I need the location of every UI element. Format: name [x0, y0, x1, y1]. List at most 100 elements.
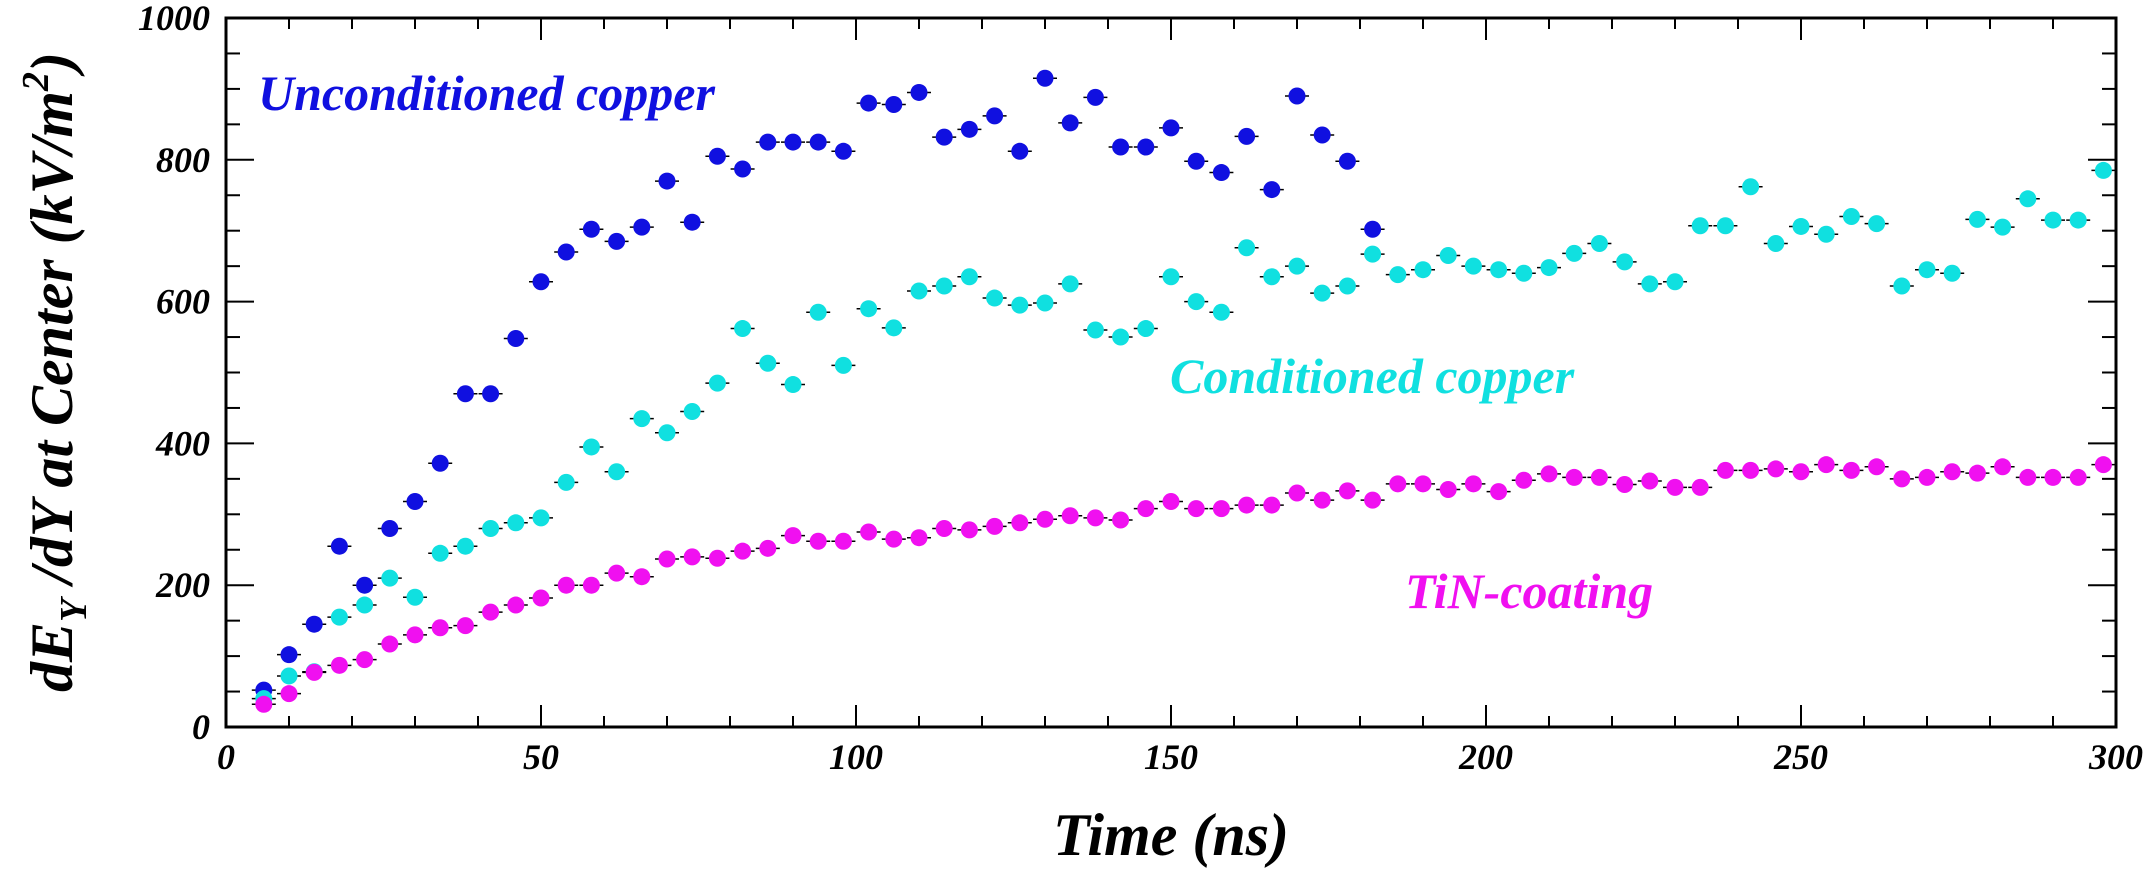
data-point-unconditioned	[935, 128, 953, 146]
data-point-tin	[1187, 500, 1205, 518]
data-point-conditioned	[1439, 247, 1457, 265]
data-point-tin	[1792, 463, 1810, 481]
data-point-tin	[2069, 468, 2087, 486]
data-point-conditioned	[1212, 303, 1230, 321]
data-point-tin	[1666, 478, 1684, 496]
data-point-tin	[809, 532, 827, 550]
data-point-unconditioned	[759, 133, 777, 151]
x-tick-label: 300	[2088, 737, 2143, 777]
data-point-tin	[1389, 475, 1407, 493]
data-point-conditioned	[960, 268, 978, 286]
data-point-conditioned	[633, 410, 651, 428]
data-point-unconditioned	[356, 576, 374, 594]
data-point-conditioned	[2019, 190, 2037, 208]
data-point-conditioned	[1842, 208, 1860, 226]
data-point-tin	[935, 519, 953, 537]
data-point-tin	[255, 695, 273, 713]
data-point-tin	[330, 656, 348, 674]
data-point-conditioned	[708, 374, 726, 392]
data-point-tin	[280, 685, 298, 703]
data-point-unconditioned	[557, 243, 575, 261]
data-point-unconditioned	[633, 218, 651, 236]
data-point-conditioned	[1414, 261, 1432, 279]
data-point-conditioned	[406, 588, 424, 606]
data-point-tin	[1162, 493, 1180, 511]
data-point-conditioned	[1641, 275, 1659, 293]
data-point-tin	[1313, 491, 1331, 509]
data-point-conditioned	[456, 537, 474, 555]
data-point-tin	[1490, 483, 1508, 501]
data-point-conditioned	[1666, 273, 1684, 291]
data-point-unconditioned	[608, 232, 626, 250]
data-point-conditioned	[1364, 245, 1382, 263]
data-point-tin	[1263, 496, 1281, 514]
x-tick-label: 50	[523, 737, 559, 777]
data-point-tin	[1565, 468, 1583, 486]
data-point-conditioned	[280, 667, 298, 685]
data-point-conditioned	[834, 356, 852, 374]
data-point-conditioned	[1540, 259, 1558, 277]
data-point-conditioned	[1515, 264, 1533, 282]
data-point-conditioned	[532, 509, 550, 527]
data-point-conditioned	[482, 519, 500, 537]
data-point-unconditioned	[532, 273, 550, 291]
data-point-tin	[885, 530, 903, 548]
data-point-unconditioned	[1187, 152, 1205, 170]
data-point-unconditioned	[1364, 220, 1382, 238]
data-marks	[251, 69, 2116, 713]
data-point-conditioned	[1187, 293, 1205, 311]
data-point-tin	[1540, 465, 1558, 483]
data-point-tin	[834, 532, 852, 550]
data-point-conditioned	[1389, 266, 1407, 284]
data-point-unconditioned	[456, 385, 474, 403]
series-label-tin: TiN-coating	[1405, 563, 1653, 619]
data-point-tin	[1515, 471, 1533, 489]
data-point-unconditioned	[834, 142, 852, 160]
data-point-conditioned	[683, 402, 701, 420]
data-point-conditioned	[885, 319, 903, 337]
series-label-conditioned: Conditioned copper	[1170, 348, 1575, 404]
data-point-tin	[2044, 468, 2062, 486]
data-point-unconditioned	[1288, 87, 1306, 105]
data-point-unconditioned	[1011, 142, 1029, 160]
data-point-tin	[1641, 472, 1659, 490]
data-point-unconditioned	[1212, 164, 1230, 182]
data-point-tin	[759, 539, 777, 557]
data-point-tin	[1137, 500, 1155, 518]
data-point-tin	[784, 527, 802, 545]
data-point-conditioned	[1490, 261, 1508, 279]
data-point-tin	[1767, 460, 1785, 478]
data-point-tin	[986, 517, 1004, 535]
data-point-tin	[1036, 510, 1054, 528]
data-point-conditioned	[734, 320, 752, 338]
data-point-unconditioned	[1263, 181, 1281, 199]
data-point-unconditioned	[860, 94, 878, 112]
data-point-unconditioned	[1112, 138, 1130, 156]
series-label-unconditioned: Unconditioned copper	[258, 65, 715, 121]
data-point-tin	[1364, 491, 1382, 509]
data-point-conditioned	[557, 473, 575, 491]
data-point-tin	[406, 626, 424, 644]
data-point-conditioned	[1036, 294, 1054, 312]
data-point-unconditioned	[1238, 127, 1256, 145]
data-point-conditioned	[582, 438, 600, 456]
axis-ticks: 0 50 100 150 200 250 300 0 200 400 600 800 1000	[138, 0, 2143, 777]
data-point-conditioned	[1112, 328, 1130, 346]
data-point-tin	[1011, 514, 1029, 532]
data-point-unconditioned	[330, 537, 348, 555]
data-point-conditioned	[809, 303, 827, 321]
data-point-conditioned	[1616, 253, 1634, 271]
y-tick-label: 600	[156, 282, 210, 322]
data-point-tin	[1868, 458, 1886, 476]
plot-frame	[224, 16, 2118, 729]
data-point-tin	[1212, 500, 1230, 518]
data-point-conditioned	[1061, 275, 1079, 293]
x-tick-label: 0	[217, 737, 235, 777]
data-point-conditioned	[381, 569, 399, 587]
data-point-conditioned	[1011, 296, 1029, 314]
data-point-unconditioned	[986, 107, 1004, 125]
data-point-unconditioned	[960, 120, 978, 138]
data-point-unconditioned	[280, 646, 298, 664]
data-point-conditioned	[1565, 244, 1583, 262]
data-point-tin	[1288, 484, 1306, 502]
